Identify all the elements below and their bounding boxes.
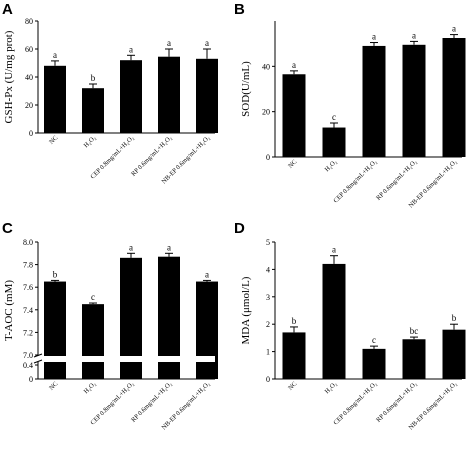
y-tick-label: 7.0 [23,351,33,360]
y-axis-title: SOD(U/mL) [240,61,252,117]
bar [442,329,466,379]
category-label: H₂O₂ [83,134,98,149]
bar [44,65,66,133]
significance-label: a [53,50,57,60]
category-label: NC [287,158,298,169]
y-tick-label: 60 [25,45,33,54]
bar [362,348,386,379]
y-tick-label: 7.8 [23,261,33,270]
y-tick-label: 7.4 [23,306,33,315]
significance-label: b [53,269,58,279]
significance-label: a [167,38,171,48]
category-label: H₂O₂ [324,380,339,395]
significance-label: c [372,335,376,345]
y-tick-label: 40 [25,73,33,82]
category-label: H₂O₂ [324,158,339,173]
y-axis-title: T-AOC (mM) [3,280,15,341]
significance-label: a [292,60,296,70]
bar [402,44,426,157]
bar [158,56,180,134]
chart-panel-b: B 0 20 40 a NC c H₂O₂ a CEP 0.8mg/mL+H₂O₂ a RP 0.6m… [234,1,466,209]
category-label: NC [48,134,59,145]
bar [120,60,142,134]
y-tick-label: 0 [266,375,270,384]
significance-label: a [129,44,133,54]
significance-label: b [292,316,297,326]
y-tick-label: 7.2 [23,328,33,337]
category-label: CEP 0.8mg/mL+H₂O₂ [332,380,378,426]
significance-label: bc [410,326,419,336]
y-tick-label: 0.4 [23,361,33,370]
y-tick-label: 3 [266,293,270,302]
category-label: RP 0.6mg/mL+H₂O₂ [375,380,418,423]
bar [322,127,346,157]
bar [82,304,104,379]
bar [282,332,306,379]
y-tick-label: 20 [25,101,33,110]
axis-break-mark [33,353,43,358]
axis-break-mark [33,359,43,364]
bar [362,45,386,157]
y-tick-label: 1 [266,348,270,357]
significance-label: a [205,38,209,48]
bar [44,281,66,379]
category-label: RP 0.6mg/mL+H₂O₂ [375,158,418,201]
bar [120,257,142,379]
panel-letter: D [234,220,245,237]
bar [158,256,180,379]
significance-label: a [167,242,171,252]
y-tick-label: 0 [29,375,33,384]
y-tick-label: 0 [29,129,33,138]
y-axis-title: MDA (μmol/L) [240,276,252,344]
category-label: NC [48,380,59,391]
panel-letter: A [2,1,13,18]
y-tick-label: 7.6 [23,283,33,292]
panel-letter: C [2,220,13,237]
axis-break-gap [34,356,215,362]
chart-panel-d: D 0 1 2 3 4 5 b NC a H₂O₂ c CEP 0.8mg/mL+H₂O₂ bc RP 0.… [234,220,466,431]
y-tick-label: 2 [266,320,270,329]
significance-label: a [332,245,336,255]
bar [402,339,426,379]
y-tick-label: 40 [262,62,270,71]
category-label: NC [287,380,298,391]
significance-label: c [91,292,95,302]
chart-panel-c: C 7.0 7.2 7.4 7.6 7.8 8.0 b NC c H₂O₂ a CEP 0.8mg/mL… [2,220,218,431]
category-label: RP 0.6mg/mL+H₂O₂ [130,134,173,177]
panel-letter: B [234,1,245,18]
significance-label: a [205,269,209,279]
chart-panel-a: A 0 20 40 60 80 a NC b H₂O₂ a CEP 0.8mg/mL+H₂O₂ a RP … [2,1,218,185]
bar [282,74,306,157]
y-tick-label: 5 [266,238,270,247]
category-label: CEP 0.8mg/mL+H₂O₂ [89,134,135,180]
category-label: RP 0.6mg/mL+H₂O₂ [130,380,173,423]
category-label: H₂O₂ [83,380,98,395]
significance-label: a [412,30,416,40]
significance-label: b [91,73,96,83]
significance-label: a [372,32,376,42]
bar [442,38,466,157]
significance-label: c [332,112,336,122]
y-tick-label: 20 [262,108,270,117]
bar [82,88,104,133]
bar [196,281,218,379]
bar [196,58,218,133]
y-tick-label: 4 [266,265,270,274]
y-tick-label: 8.0 [23,238,33,247]
y-tick-label: 0 [266,153,270,162]
category-label: CEP 0.8mg/mL+H₂O₂ [332,158,378,204]
bar [322,263,346,379]
y-tick-label: 80 [25,17,33,26]
category-label: CEP 0.8mg/mL+H₂O₂ [89,380,135,426]
y-axis-title: GSH-Px (U/mg prot) [3,30,15,123]
significance-label: b [452,313,457,323]
significance-label: a [129,242,133,252]
significance-label: a [452,24,456,34]
